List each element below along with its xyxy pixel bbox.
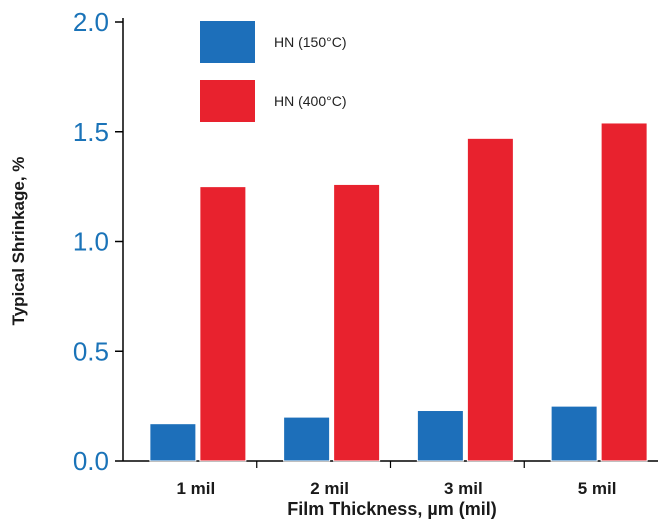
bar-hn-150c <box>550 405 598 462</box>
bar-hn-400c <box>466 137 514 462</box>
bar-hn-400c <box>333 183 381 462</box>
x-tick-label: 1 mil <box>177 479 216 498</box>
x-tick-label: 2 mil <box>310 479 349 498</box>
x-tick-label: 5 mil <box>578 479 617 498</box>
bar-hn-150c <box>283 416 331 462</box>
bars-group <box>149 122 648 462</box>
legend-label-hn-400c: HN (400°C) <box>274 93 347 109</box>
bar-hn-150c <box>149 423 197 462</box>
y-tick-label: 0.5 <box>73 336 109 366</box>
y-axis-label: Typical Shrinkage, % <box>9 157 28 326</box>
legend: HN (150°C) HN (400°C) <box>200 21 347 122</box>
x-axis-label: Film Thickness, µm (mil) <box>287 499 496 519</box>
y-tick-label: 1.0 <box>73 227 109 257</box>
legend-swatch-hn-400c <box>200 80 255 122</box>
legend-swatch-hn-150c <box>200 21 255 63</box>
bar-hn-400c <box>199 186 247 462</box>
y-tick-label: 2.0 <box>73 7 109 37</box>
bar-hn-400c <box>600 122 648 462</box>
labels-group: 0.0 0.5 1.0 1.5 2.0 1 mil 2 mil 3 mil 5 mil Film … <box>9 7 617 519</box>
x-tick-label: 3 mil <box>444 479 483 498</box>
y-tick-label: 1.5 <box>73 117 109 147</box>
bar-hn-150c <box>416 410 464 462</box>
y-tick-label: 0.0 <box>73 446 109 476</box>
legend-label-hn-150c: HN (150°C) <box>274 34 347 50</box>
axes-group <box>115 18 658 468</box>
